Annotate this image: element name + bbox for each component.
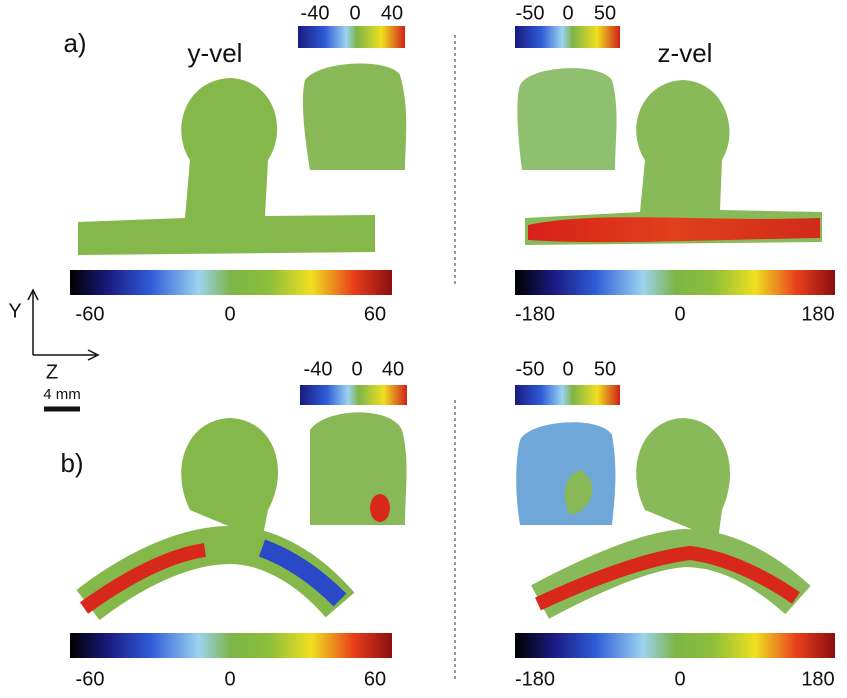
colorbar-label: 180 [801,668,834,690]
axis-label: Y [8,300,21,322]
colorbar-label: 60 [364,303,386,325]
colorbar-label: 0 [674,668,685,690]
colorbar-label: 0 [224,668,235,690]
colorbar-label: 180 [801,303,834,325]
colorbar-label: 0 [349,2,360,24]
colorbar-gradient [515,26,620,48]
colorbar-label: 60 [364,668,386,690]
velocity-map [78,64,406,255]
colorbar-label: -180 [515,668,555,690]
colorbar-label: -40 [304,358,333,380]
colorbar-gradient [300,385,407,405]
panel-label: b) [60,448,83,478]
colorbar-label: -50 [516,2,545,24]
colorbar-label: 0 [674,303,685,325]
colorbar-label: -40 [301,2,330,24]
colorbar-gradient [515,385,620,405]
colorbar-gradient [70,633,392,658]
colorbar-label: -60 [76,668,105,690]
plot-title: z-vel [658,38,713,68]
colorbar-label: 50 [594,358,616,380]
figure: a) b) y-vel z-vel [0,0,847,698]
colorbar-label: 50 [594,2,616,24]
velocity-map [516,418,798,604]
colorbar-label: -50 [516,358,545,380]
velocity-map [517,68,822,245]
colorbar-gradient [298,26,405,48]
panel-label: a) [63,28,86,58]
colorbar-label: 40 [381,2,403,24]
colorbar-label: 0 [562,358,573,380]
colorbar-label: 0 [224,303,235,325]
plot-title: y-vel [188,38,243,68]
colorbar-label: 0 [351,358,362,380]
colorbar-gradient [515,633,835,658]
colorbar-gradient [70,270,392,295]
colorbar-label: 40 [382,358,404,380]
colorbar-label: -60 [76,303,105,325]
colorbar-label: 0 [562,2,573,24]
axis-label: Z [46,361,58,383]
colorbar-label: -180 [515,303,555,325]
colorbar-gradient [515,270,835,295]
scale-label: 4 mm [43,386,81,403]
velocity-map [84,412,407,608]
